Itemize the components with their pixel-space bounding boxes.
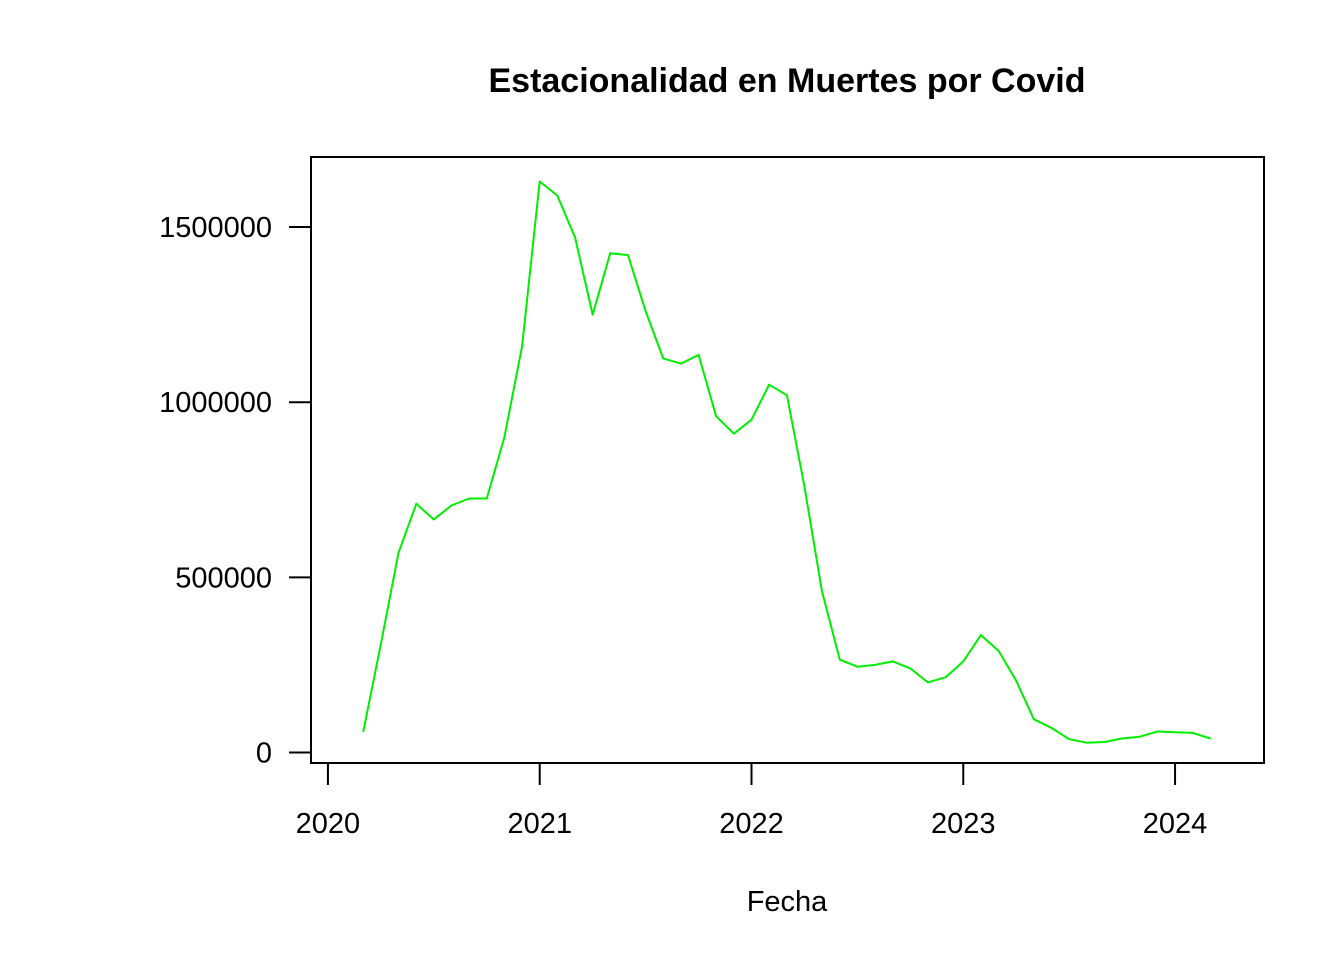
data-point	[397, 552, 400, 554]
data-point	[909, 667, 912, 670]
data-point	[662, 357, 664, 360]
data-point	[591, 313, 594, 316]
y-tick-label: 0	[256, 737, 272, 769]
data-point	[839, 658, 841, 661]
data-point	[380, 643, 382, 645]
data-point	[1015, 679, 1017, 682]
data-point	[1174, 731, 1176, 733]
data-point	[821, 590, 823, 593]
data-point	[1209, 737, 1212, 740]
data-point	[1138, 735, 1141, 738]
y-tick-label: 1500000	[159, 212, 272, 244]
chart-title: Estacionalidad en Muertes por Covid	[488, 62, 1085, 100]
data-point	[415, 503, 418, 505]
data-point	[521, 345, 523, 348]
data-point	[574, 236, 576, 239]
data-point	[1191, 732, 1194, 734]
data-point	[468, 497, 471, 500]
data-point	[697, 354, 700, 356]
data-point	[1050, 727, 1053, 729]
data-point	[856, 665, 859, 668]
data-point	[1033, 718, 1035, 720]
data-point	[927, 681, 929, 684]
series-line	[362, 180, 1211, 744]
data-point	[962, 660, 965, 663]
data-point	[433, 518, 435, 521]
data-point	[750, 418, 753, 421]
data-point	[997, 650, 1000, 652]
data-point	[786, 394, 788, 397]
x-tick-label: 2024	[1143, 808, 1208, 840]
series-layer	[362, 180, 1212, 744]
data-point	[1156, 730, 1159, 733]
x-axis: 2020 2021 2022 2023 2024	[296, 762, 1208, 840]
x-tick-label: 2023	[931, 808, 996, 840]
data-point	[768, 383, 770, 386]
data-point	[803, 485, 806, 488]
data-point	[1103, 741, 1106, 743]
data-point	[1085, 741, 1088, 744]
data-point	[733, 432, 735, 435]
data-point	[538, 180, 541, 183]
plot-frame	[310, 156, 1265, 764]
data-point	[892, 660, 894, 663]
data-point	[644, 310, 647, 312]
data-point	[362, 730, 365, 733]
data-point	[556, 194, 559, 197]
x-tick-label: 2020	[296, 808, 361, 840]
data-point	[980, 634, 982, 636]
data-point	[680, 362, 682, 365]
data-point	[450, 504, 453, 507]
x-axis-label: Fecha	[747, 886, 828, 918]
data-point	[1068, 738, 1070, 740]
x-tick-label: 2021	[507, 808, 572, 840]
y-axis: 0 500000 1000000 1500000	[159, 212, 312, 769]
data-point	[944, 676, 947, 678]
data-point	[715, 415, 717, 418]
x-tick-label: 2022	[719, 808, 784, 840]
data-point	[627, 254, 629, 256]
data-point	[486, 497, 488, 500]
data-point	[503, 436, 506, 439]
data-point	[609, 252, 611, 255]
data-point	[874, 664, 876, 666]
y-tick-label: 500000	[175, 562, 272, 594]
y-tick-label: 1000000	[159, 387, 272, 419]
data-point	[1121, 737, 1123, 740]
